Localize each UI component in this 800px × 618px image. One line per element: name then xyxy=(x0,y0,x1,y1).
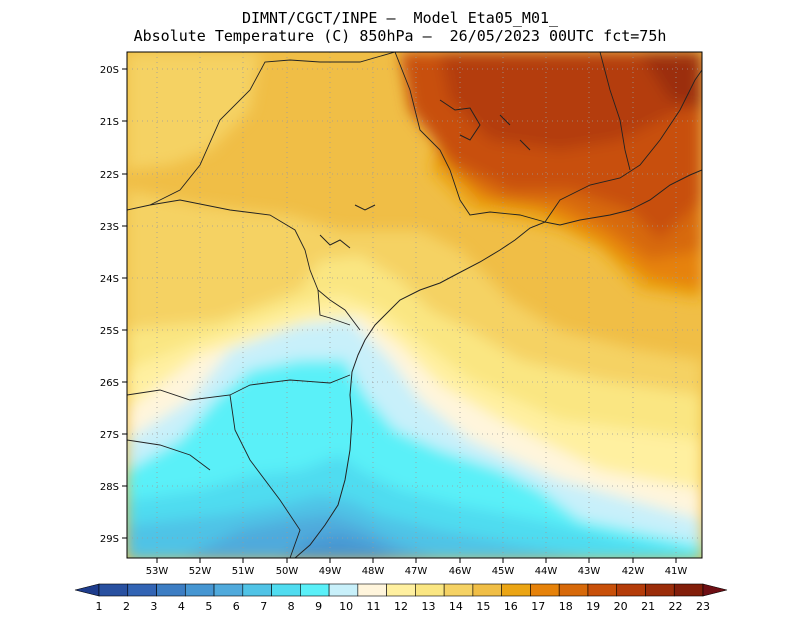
colorbar-label: 9 xyxy=(315,600,322,613)
colorbar-label: 14 xyxy=(449,600,463,613)
colorbar-swatch xyxy=(242,583,272,597)
chart-title-line-1: DIMNT/CGCT/INPE – Model Eta05_M01_ xyxy=(241,9,559,27)
colorbar-label: 18 xyxy=(559,600,573,613)
colorbar-label: 23 xyxy=(696,600,710,613)
colorbar-swatch xyxy=(443,583,474,597)
lon-label-52W: 52W xyxy=(189,566,212,577)
lon-axis: 53W 52W 51W 50W 49W 48W 47W 46W 45W 44W … xyxy=(146,558,688,577)
state-borders xyxy=(127,52,702,558)
lat-label-21S: 21S xyxy=(100,117,119,128)
lat-label-27S: 27S xyxy=(100,430,119,441)
field-20 xyxy=(330,52,702,150)
colorbar-label: 10 xyxy=(339,600,353,613)
coastline xyxy=(294,99,702,558)
lat-axis: 20S 21S 22S 23S 24S 25S 26S 27S 28S 29S xyxy=(100,65,127,545)
lon-label-43W: 43W xyxy=(578,566,601,577)
lon-label-45W: 45W xyxy=(492,566,515,577)
colorbar-swatch xyxy=(328,583,359,597)
lon-label-50W: 50W xyxy=(276,566,299,577)
temperature-field xyxy=(127,52,702,558)
lon-label-51W: 51W xyxy=(232,566,255,577)
lon-label-47W: 47W xyxy=(405,566,428,577)
lat-label-29S: 29S xyxy=(100,534,119,545)
colorbar-label: 11 xyxy=(367,600,381,613)
field-14-northwest xyxy=(127,52,260,170)
lon-label-46W: 46W xyxy=(449,566,472,577)
colorbar-label: 12 xyxy=(394,600,408,613)
colorbar-label: 4 xyxy=(178,600,185,613)
field-21 xyxy=(640,52,702,110)
colorbar-swatch xyxy=(271,583,301,597)
colorbar-label: 8 xyxy=(288,600,295,613)
lat-label-23S: 23S xyxy=(100,222,119,233)
chart-title-line-2: Absolute Temperature (C) 850hPa – 26/05/… xyxy=(133,27,667,45)
colorbar-swatch xyxy=(530,583,560,597)
lat-label-20S: 20S xyxy=(100,65,119,76)
colorbar-swatch xyxy=(357,583,387,597)
colorbar-label: 19 xyxy=(586,600,600,613)
colorbar-arrow-high xyxy=(702,583,728,597)
colorbar-swatch xyxy=(616,583,646,597)
colorbar-label: 2 xyxy=(123,600,130,613)
colorbar-swatch xyxy=(386,583,416,597)
colorbar-label: 16 xyxy=(504,600,518,613)
colorbar-swatch xyxy=(645,583,675,597)
colorbar-label: 20 xyxy=(614,600,628,613)
colorbar-label: 17 xyxy=(531,600,545,613)
lon-label-48W: 48W xyxy=(362,566,385,577)
lon-label-44W: 44W xyxy=(535,566,558,577)
map-frame xyxy=(126,51,703,559)
colorbar-label: 13 xyxy=(421,600,435,613)
colorbar-label: 1 xyxy=(96,600,103,613)
lat-label-28S: 28S xyxy=(100,482,119,493)
colorbar-label: 15 xyxy=(476,600,490,613)
lon-label-53W: 53W xyxy=(146,566,169,577)
colorbar-swatch xyxy=(415,583,445,597)
gridlines xyxy=(127,52,702,558)
colorbar-swatch xyxy=(472,583,502,597)
lat-label-25S: 25S xyxy=(100,326,119,337)
colorbar-swatch xyxy=(300,583,330,597)
colorbar-swatch xyxy=(587,583,618,597)
colorbar-swatch xyxy=(673,583,704,597)
colorbar-swatch xyxy=(501,583,531,597)
colorbar-swatch xyxy=(213,583,244,597)
colorbar-label: 22 xyxy=(669,600,683,613)
lon-label-41W: 41W xyxy=(665,566,688,577)
colorbar-label: 7 xyxy=(260,600,267,613)
lon-label-49W: 49W xyxy=(319,566,342,577)
colorbar-swatch xyxy=(558,583,589,597)
colorbar: 1 2 3 4 5 6 7 8 9 10 11 12 13 14 15 16 17 18 19 20 21 22 23 xyxy=(74,583,728,613)
field-5 xyxy=(283,535,396,558)
colorbar-label: 21 xyxy=(641,600,655,613)
colorbar-label: 6 xyxy=(233,600,240,613)
colorbar-arrow-low xyxy=(74,583,100,597)
colorbar-swatch xyxy=(184,583,215,597)
lat-label-24S: 24S xyxy=(100,274,119,285)
colorbar-swatch xyxy=(98,583,129,597)
colorbar-swatch xyxy=(127,583,157,597)
lat-label-26S: 26S xyxy=(100,378,119,389)
colorbar-label: 3 xyxy=(150,600,157,613)
colorbar-swatch xyxy=(156,583,186,597)
lon-label-42W: 42W xyxy=(622,566,645,577)
lat-label-22S: 22S xyxy=(100,170,119,181)
colorbar-label: 5 xyxy=(205,600,212,613)
